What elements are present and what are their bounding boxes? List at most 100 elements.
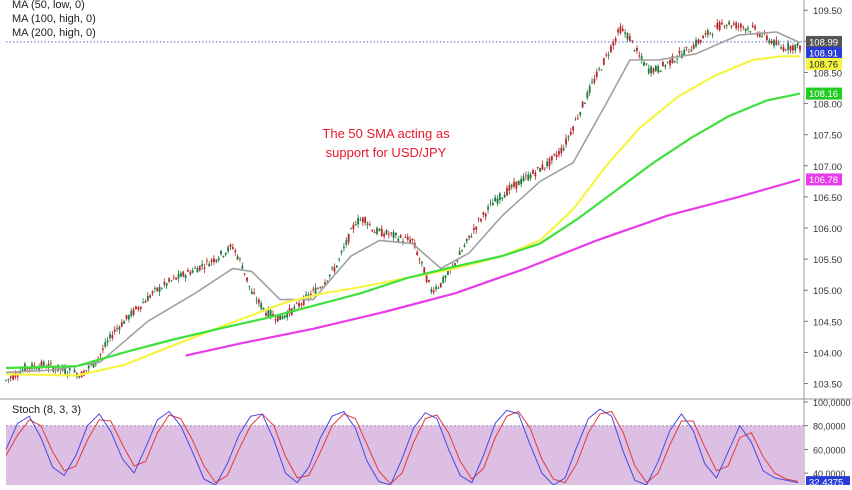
candle-body (546, 161, 549, 167)
candle-body (425, 275, 428, 282)
candle-body (494, 197, 497, 202)
candle-body (156, 287, 159, 291)
candle-body (241, 265, 244, 269)
candle-body (300, 303, 303, 305)
candle-body (562, 148, 565, 151)
candle-body (588, 86, 591, 93)
stochastic-k-line (5, 408, 799, 486)
candle-body (281, 316, 284, 320)
candle-body (482, 212, 485, 215)
price-tick-label: 107.50 (813, 131, 842, 142)
candle-body (90, 364, 92, 365)
candle-body (480, 219, 482, 222)
legend-ma50: MA (50, low, 0) (12, 0, 85, 11)
candle-body (574, 119, 577, 121)
candle-body (158, 286, 161, 292)
candle-body (792, 45, 794, 51)
candle-body (728, 21, 731, 25)
candle-body (584, 103, 586, 104)
candle-body (387, 234, 390, 235)
price-badge (806, 35, 842, 48)
candle-body (423, 267, 426, 275)
candle-body (468, 235, 471, 238)
price-badge-label: 108.91 (809, 48, 838, 59)
candle-body (565, 138, 567, 145)
candle-body (487, 206, 489, 210)
candle-body (127, 315, 130, 320)
candle-body (194, 267, 196, 269)
price-tick-label: 107.00 (813, 162, 842, 173)
candle-body (529, 174, 532, 179)
candle-body (92, 360, 95, 368)
candle-body (165, 283, 168, 286)
candle-body (598, 68, 601, 70)
candle-body (312, 289, 315, 291)
candle-body (432, 290, 435, 293)
candle-body (517, 180, 520, 186)
candle-body (704, 32, 707, 35)
candle-body (579, 112, 582, 115)
candle-body (172, 276, 175, 278)
candle-body (132, 309, 135, 315)
stochastic-title: Stoch (8, 3, 3) (12, 404, 82, 416)
candle-body (283, 315, 286, 318)
candle-body (586, 92, 589, 98)
candle-body (768, 40, 771, 44)
candle-body (385, 230, 388, 235)
candle-body (465, 238, 468, 242)
candle-body (366, 223, 369, 226)
candle-body (749, 31, 752, 33)
candle-body (16, 375, 19, 377)
candle-body (732, 23, 735, 25)
candle-body (383, 233, 385, 237)
price-badge (806, 173, 842, 186)
candle-body (298, 303, 300, 307)
candle-body (638, 55, 641, 57)
candle-body (260, 303, 263, 309)
candle-body (390, 232, 393, 234)
candle-body (125, 314, 128, 319)
candle-body (106, 340, 109, 343)
candle-body (751, 25, 754, 28)
candle-body (770, 41, 773, 44)
candle-body (607, 55, 610, 56)
candle-body (633, 49, 636, 51)
candle-body (357, 217, 360, 225)
candle-body (87, 365, 90, 369)
candle-body (309, 293, 312, 297)
candle-body (612, 42, 615, 46)
candle-body (380, 228, 383, 237)
candle-body (754, 26, 757, 30)
candle-body (782, 46, 785, 51)
candle-body (744, 28, 747, 31)
candle-body (550, 155, 553, 161)
candle-body (636, 47, 638, 51)
candle-body (222, 255, 225, 257)
candle-body (640, 56, 643, 60)
candle-body (657, 66, 660, 73)
candle-body (215, 259, 218, 262)
candle-body (324, 282, 326, 285)
candle-body (49, 363, 52, 364)
candle-body (182, 271, 185, 277)
price-tick-label: 106.50 (813, 193, 842, 204)
moving-averages-layer (5, 31, 801, 377)
candle-body (678, 51, 681, 54)
candle-body (7, 378, 10, 380)
candle-body (265, 313, 267, 316)
candle-body (463, 245, 466, 247)
candle-body (99, 353, 102, 355)
candle-body (484, 213, 487, 217)
candle-body (170, 280, 173, 282)
candle-body (451, 265, 454, 267)
price-tick-label: 106.00 (813, 224, 842, 235)
candle-body (272, 313, 274, 317)
candle-body (73, 369, 76, 373)
candle-body (721, 22, 723, 25)
candle-body (421, 261, 423, 264)
candle-body (68, 368, 71, 371)
candle-body (352, 224, 355, 230)
candle-body (458, 251, 461, 255)
candle-body (142, 302, 144, 304)
